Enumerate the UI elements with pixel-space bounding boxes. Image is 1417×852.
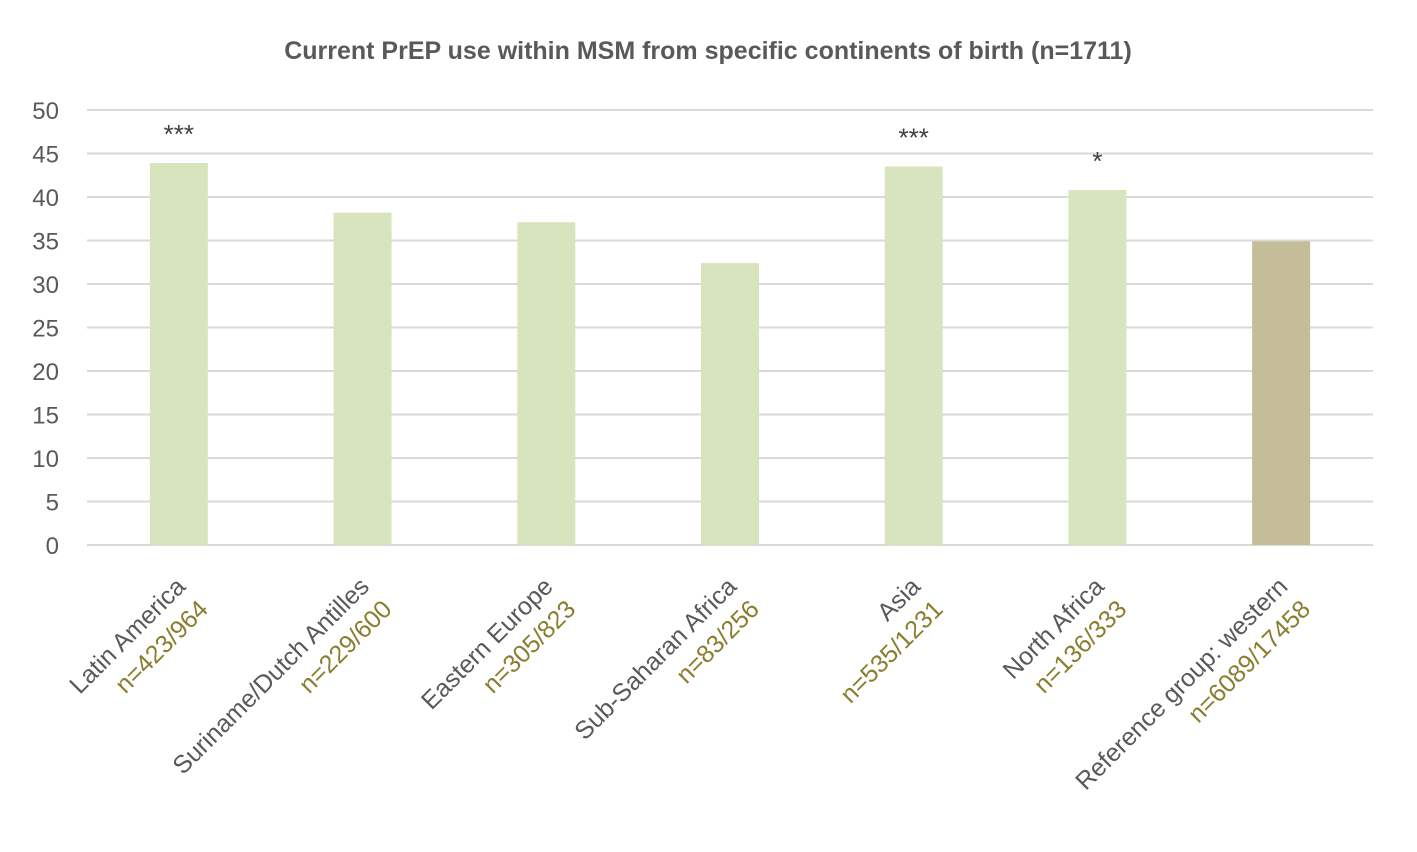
y-tick-label: 0 <box>46 533 59 560</box>
bar <box>701 263 759 545</box>
y-tick-label: 45 <box>32 142 59 169</box>
y-tick-label: 35 <box>32 229 59 256</box>
significance-marker: * <box>1092 146 1102 176</box>
y-tick-label: 30 <box>32 272 59 299</box>
bar <box>1252 241 1311 545</box>
y-tick-label: 15 <box>32 403 59 430</box>
bar-layer: *** **** <box>149 119 1311 546</box>
y-tick-label: 5 <box>46 490 59 517</box>
y-tick-label: 25 <box>32 316 59 343</box>
y-tick-label: 10 <box>32 446 59 473</box>
y-tick-label: 20 <box>32 359 59 386</box>
bar <box>149 163 208 545</box>
bar <box>333 212 392 545</box>
chart-title: Current PrEP use within MSM from specifi… <box>284 37 1132 65</box>
y-tick-label: 50 <box>32 98 59 125</box>
y-tick-label: 40 <box>32 185 59 212</box>
significance-marker: *** <box>164 119 194 149</box>
significance-marker: *** <box>899 123 929 153</box>
bar <box>517 222 576 546</box>
bar <box>884 166 943 546</box>
bar <box>1068 190 1127 546</box>
